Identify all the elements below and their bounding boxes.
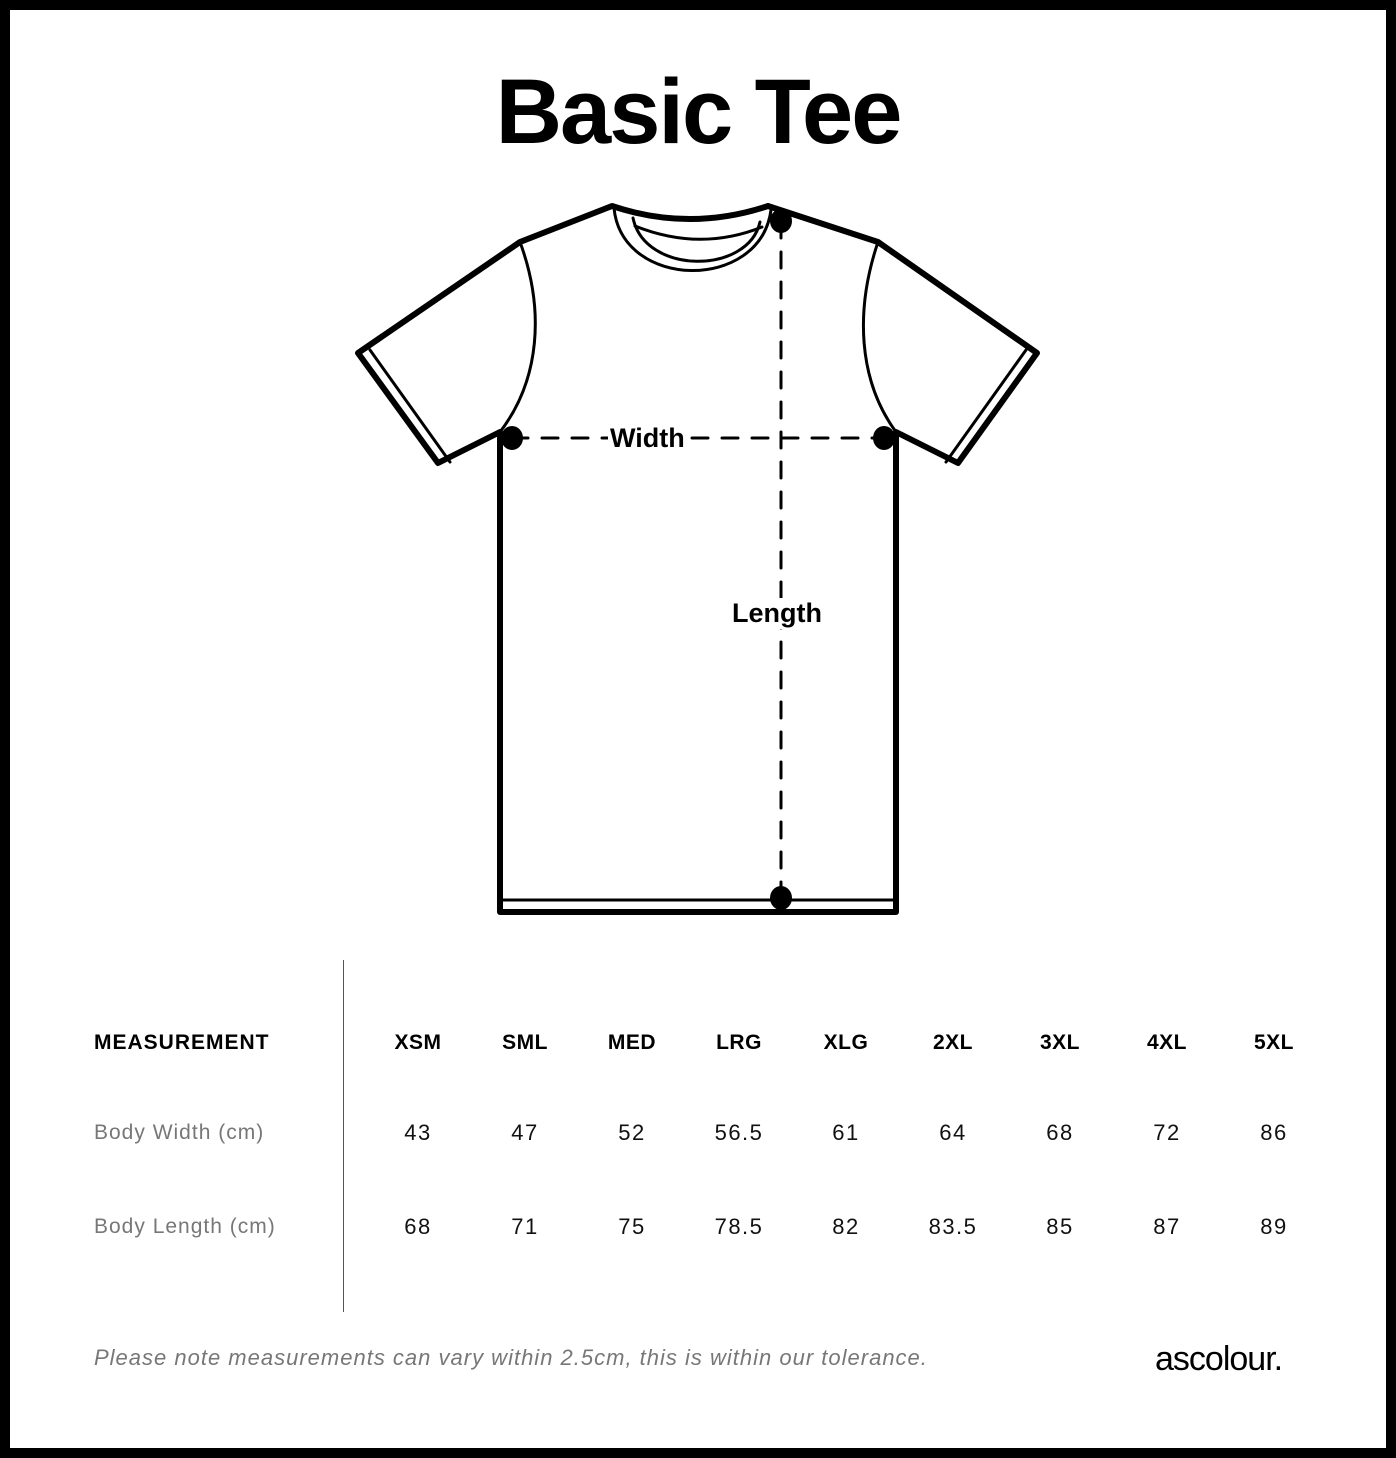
table-cell: 56.5	[714, 1120, 764, 1145]
collar-inner	[631, 216, 762, 263]
size-header: 3XL	[1039, 1031, 1080, 1054]
table-cell: 61	[832, 1120, 860, 1145]
width-point-right	[873, 426, 895, 450]
size-header: MED	[607, 1031, 657, 1054]
table-cell: 89	[1260, 1214, 1288, 1239]
table-divider	[343, 960, 344, 1312]
cuff-right	[944, 348, 1028, 464]
table-cell: 87	[1153, 1214, 1181, 1239]
row-label: Body Width (cm)	[94, 1121, 265, 1144]
table-cell: 85	[1046, 1214, 1074, 1239]
size-header: LRG	[716, 1031, 762, 1054]
table-cell: 68	[1046, 1120, 1074, 1145]
width-point-left	[501, 426, 523, 450]
table-cell: 43	[404, 1120, 432, 1145]
sleeve-seam-right	[861, 240, 898, 434]
table-cell: 83.5	[928, 1214, 978, 1239]
cuff-left	[368, 348, 452, 464]
table-cell: 52	[618, 1120, 646, 1145]
size-header: 4XL	[1146, 1031, 1187, 1054]
length-point-top	[770, 209, 792, 233]
table-cell: 82	[832, 1214, 860, 1239]
table-cell: 47	[511, 1120, 539, 1145]
brand-logo: ascolour.	[1155, 1340, 1283, 1378]
tolerance-note: Please note measurements can vary within…	[94, 1345, 928, 1370]
table-cell: 75	[618, 1214, 646, 1239]
shirt-outline	[355, 203, 1040, 915]
length-label: Length	[730, 598, 824, 629]
table-cell: 72	[1153, 1120, 1181, 1145]
row-label: Body Length (cm)	[94, 1215, 276, 1238]
measurement-header: MEASUREMENT	[94, 1031, 270, 1054]
table-cell: 68	[404, 1214, 432, 1239]
tshirt-diagram	[355, 203, 1040, 915]
width-label: Width	[608, 423, 687, 454]
table-cell: 78.5	[714, 1214, 764, 1239]
size-header: 2XL	[932, 1031, 973, 1054]
table-cell: 64	[939, 1120, 967, 1145]
sleeve-seam-left	[498, 240, 537, 434]
page-title: Basic Tee	[495, 61, 903, 163]
table-cell: 71	[511, 1214, 539, 1239]
table-cell: 86	[1260, 1120, 1288, 1145]
size-header: 5XL	[1253, 1031, 1294, 1054]
size-header: XSM	[394, 1031, 442, 1054]
collar-outer	[612, 206, 773, 272]
length-point-bottom	[770, 886, 792, 910]
collar-band	[633, 224, 764, 241]
size-header: XLG	[823, 1031, 869, 1054]
size-header: SML	[502, 1031, 548, 1054]
